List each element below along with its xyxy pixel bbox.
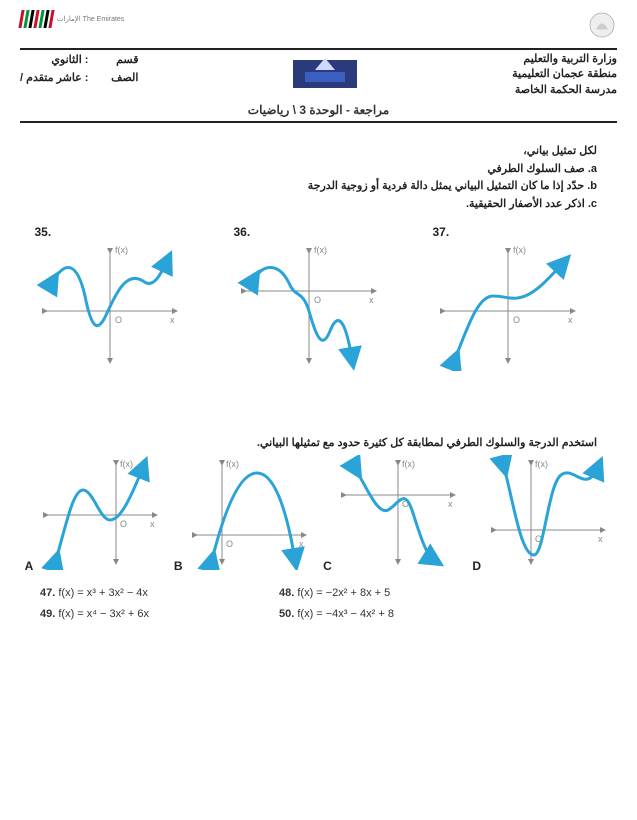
instructions-block: لكل تمثيل بياني، a. صف السلوك الطرفي b. …: [0, 125, 637, 219]
fx-label: f(x): [115, 245, 128, 255]
uae-logo: الإمارات The Emirates: [20, 10, 124, 28]
svg-text:x: x: [448, 499, 453, 509]
graph-36: 36. f(x) x O: [234, 223, 404, 376]
graph-num: 36.: [234, 225, 251, 239]
svg-text:f(x): f(x): [535, 459, 548, 469]
o-label: O: [314, 295, 321, 305]
svg-text:f(x): f(x): [120, 459, 133, 469]
svg-text:f(x): f(x): [226, 459, 239, 469]
f49: f(x) = x⁴ − 3x² + 6x: [58, 608, 149, 620]
svg-text:O: O: [226, 539, 233, 549]
svg-text:x: x: [299, 539, 304, 549]
f47-num: 47.: [40, 587, 55, 599]
fx-label: f(x): [513, 245, 526, 255]
o-label: O: [115, 315, 122, 325]
graph-row-2: A f(x) x O B f(x) x O C f(x) x O: [0, 455, 637, 575]
graph-letter: B: [174, 559, 183, 573]
o-label: O: [513, 315, 520, 325]
section2-title: استخدم الدرجة والسلوك الطرفي لمطابقة كل …: [0, 376, 637, 455]
graph-letter: D: [472, 559, 481, 573]
center-logo: [285, 52, 365, 99]
svg-text:f(x): f(x): [402, 459, 415, 469]
graph-B: B f(x) x O: [174, 455, 314, 575]
divider-bottom: [20, 121, 617, 123]
page-title: مراجعة - الوحدة 3 \ رياضيات: [0, 99, 637, 119]
graph-D: D f(x) x O: [472, 455, 612, 575]
x-label: x: [568, 315, 573, 325]
functions-block: 47. f(x) = x³ + 3x² − 4x 49. f(x) = x⁴ −…: [0, 575, 637, 633]
graph-37: 37. f(x) x O: [433, 223, 603, 376]
graph-row-1: 35. f(x) x O 36. f(x) x O 37.: [0, 219, 637, 376]
ministry-line3: مدرسة الحكمة الخاصة: [512, 83, 617, 98]
ministry-block: وزارة التربية والتعليم منطقة عجمان التعل…: [512, 52, 617, 99]
svg-text:O: O: [120, 519, 127, 529]
uae-logo-text: الإمارات The Emirates: [57, 15, 124, 23]
svg-text:x: x: [150, 519, 155, 529]
lbl-section: قسم: [98, 52, 138, 70]
graph-A: A f(x) x O: [25, 455, 165, 575]
graph-35: 35. f(x) x O: [35, 223, 205, 376]
graph-C: C f(x) x O: [323, 455, 463, 575]
instr-b: b. حدّد إذا ما كان التمثيل البياني يمثل …: [40, 178, 597, 196]
val-grade: : عاشر متقدم /: [20, 70, 88, 88]
graph-letter: A: [25, 559, 34, 573]
x-label: x: [369, 295, 374, 305]
f48: f(x) = −2x² + 8x + 5: [297, 587, 390, 599]
ministry-line2: منطقة عجمان التعليمية: [512, 67, 617, 82]
uae-flag-bars: [20, 10, 53, 28]
moe-logo: [587, 10, 617, 45]
graph-letter: C: [323, 559, 332, 573]
svg-text:x: x: [598, 534, 603, 544]
graph-num: 35.: [35, 225, 52, 239]
f50-num: 50.: [279, 608, 294, 620]
val-section: : الثانوي: [51, 52, 88, 70]
f50: f(x) = −4x³ − 4x² + 8: [297, 608, 394, 620]
instr-c: c. اذكر عدد الأصفار الحقيقية.: [40, 196, 597, 214]
fx-label: f(x): [314, 245, 327, 255]
ministry-line1: وزارة التربية والتعليم: [512, 52, 617, 67]
f49-num: 49.: [40, 608, 55, 620]
divider-top: [20, 48, 617, 50]
instr-a: a. صف السلوك الطرفي: [40, 161, 597, 179]
graph-num: 37.: [433, 225, 450, 239]
f48-num: 48.: [279, 587, 294, 599]
x-label: x: [170, 315, 175, 325]
f47: f(x) = x³ + 3x² − 4x: [58, 587, 148, 599]
section-block: قسم : الثانوي الصف : عاشر متقدم /: [20, 52, 138, 99]
instr-intro: لكل تمثيل بياني،: [40, 143, 597, 161]
lbl-grade: الصف: [98, 70, 138, 88]
